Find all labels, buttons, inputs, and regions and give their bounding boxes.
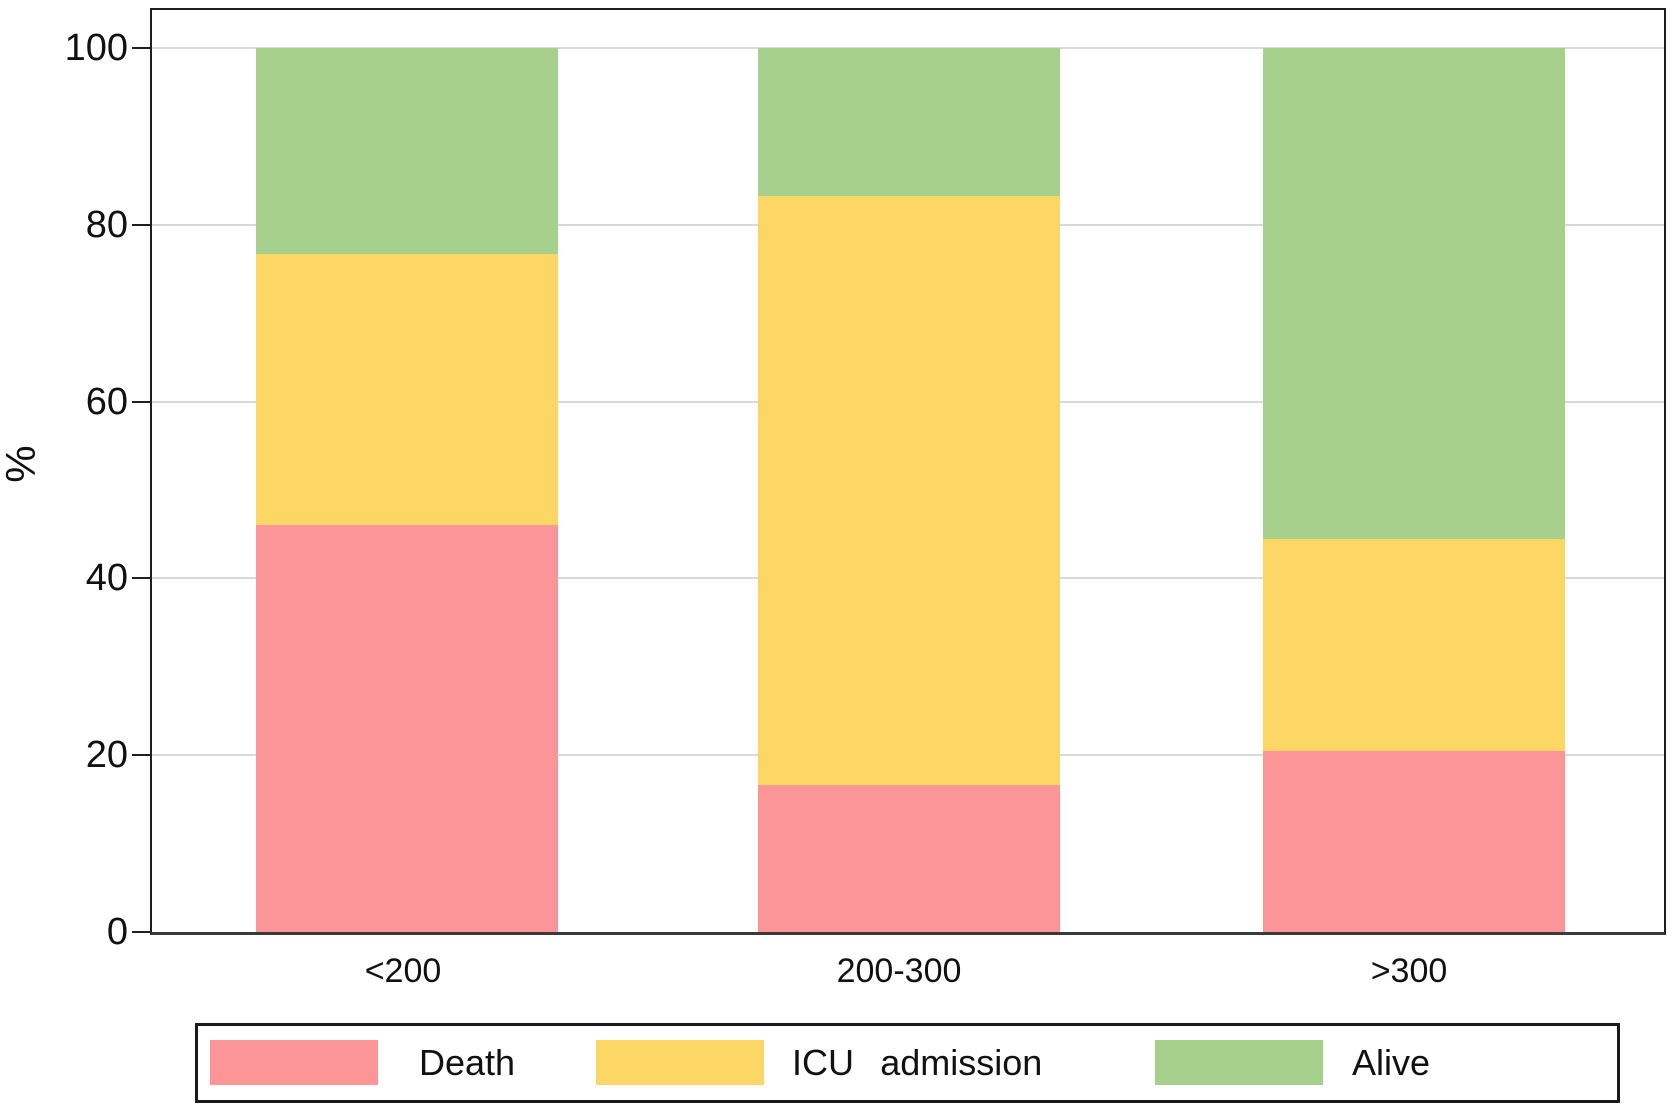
y-axis-title: % [0,445,44,483]
bar-segment-icu-admission [256,254,558,526]
legend-label-death: Death [419,1042,516,1083]
y-tick-80 [132,223,150,226]
y-tick-60 [132,400,150,403]
y-tick-label-20: 20 [85,734,128,777]
x-tick-label-300: >300 [1370,952,1448,990]
gridline-100 [152,47,1664,49]
bar-segment-alive [758,48,1060,196]
y-tick-0 [132,931,150,933]
x-tick-label-200: <200 [364,952,442,990]
bar-segment-death [256,525,558,932]
legend-swatch-death [210,1040,378,1085]
bar-segment-icu-admission [758,195,1060,786]
plot-area [150,8,1666,935]
legend-swatch-alive [1155,1040,1323,1085]
y-tick-label-80: 80 [85,203,128,246]
y-tick-40 [132,577,150,580]
y-tick-20 [132,754,150,757]
bar-200 [256,48,558,932]
bar-segment-alive [1263,48,1565,539]
y-tick-label-0: 0 [106,911,128,953]
x-tick-label-200-300: 200-300 [836,952,962,990]
legend-swatch-icu-admission [596,1040,764,1085]
bar-segment-alive [256,48,558,254]
legend-label-alive: Alive [1352,1042,1431,1083]
bar-segment-death [758,785,1060,932]
bar-300 [1263,48,1565,932]
y-tick-label-100: 100 [64,27,128,69]
legend: Death ICU admission Alive [195,1023,1620,1103]
bar-segment-death [1263,750,1565,932]
bar-200-300 [758,48,1060,932]
legend-label-icu-admission: ICU admission [792,1042,1043,1083]
y-tick-label-40: 40 [85,557,128,600]
bar-segment-icu-admission [1263,538,1565,751]
y-tick-100 [132,47,150,49]
y-tick-label-60: 60 [85,380,128,423]
